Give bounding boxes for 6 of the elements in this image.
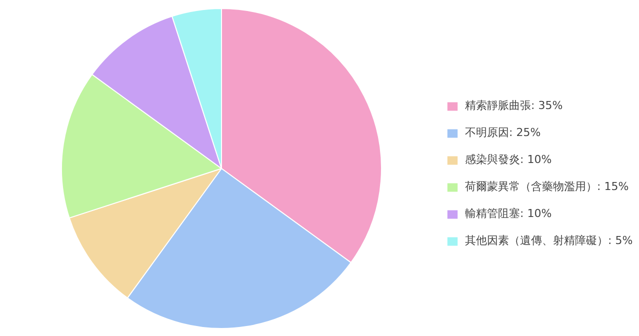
legend-label: 不明原因: 25% [465,125,541,140]
legend-label: 精索靜脈曲張: 35% [465,98,563,113]
legend-label: 其他因素（遺傳、射精障礙）: 5% [465,233,633,248]
legend-label: 感染與發炎: 10% [465,152,552,167]
legend-label: 輸精管阻塞: 10% [465,206,552,221]
legend-label: 荷爾蒙異常（含藥物濫用）: 15% [465,179,629,194]
